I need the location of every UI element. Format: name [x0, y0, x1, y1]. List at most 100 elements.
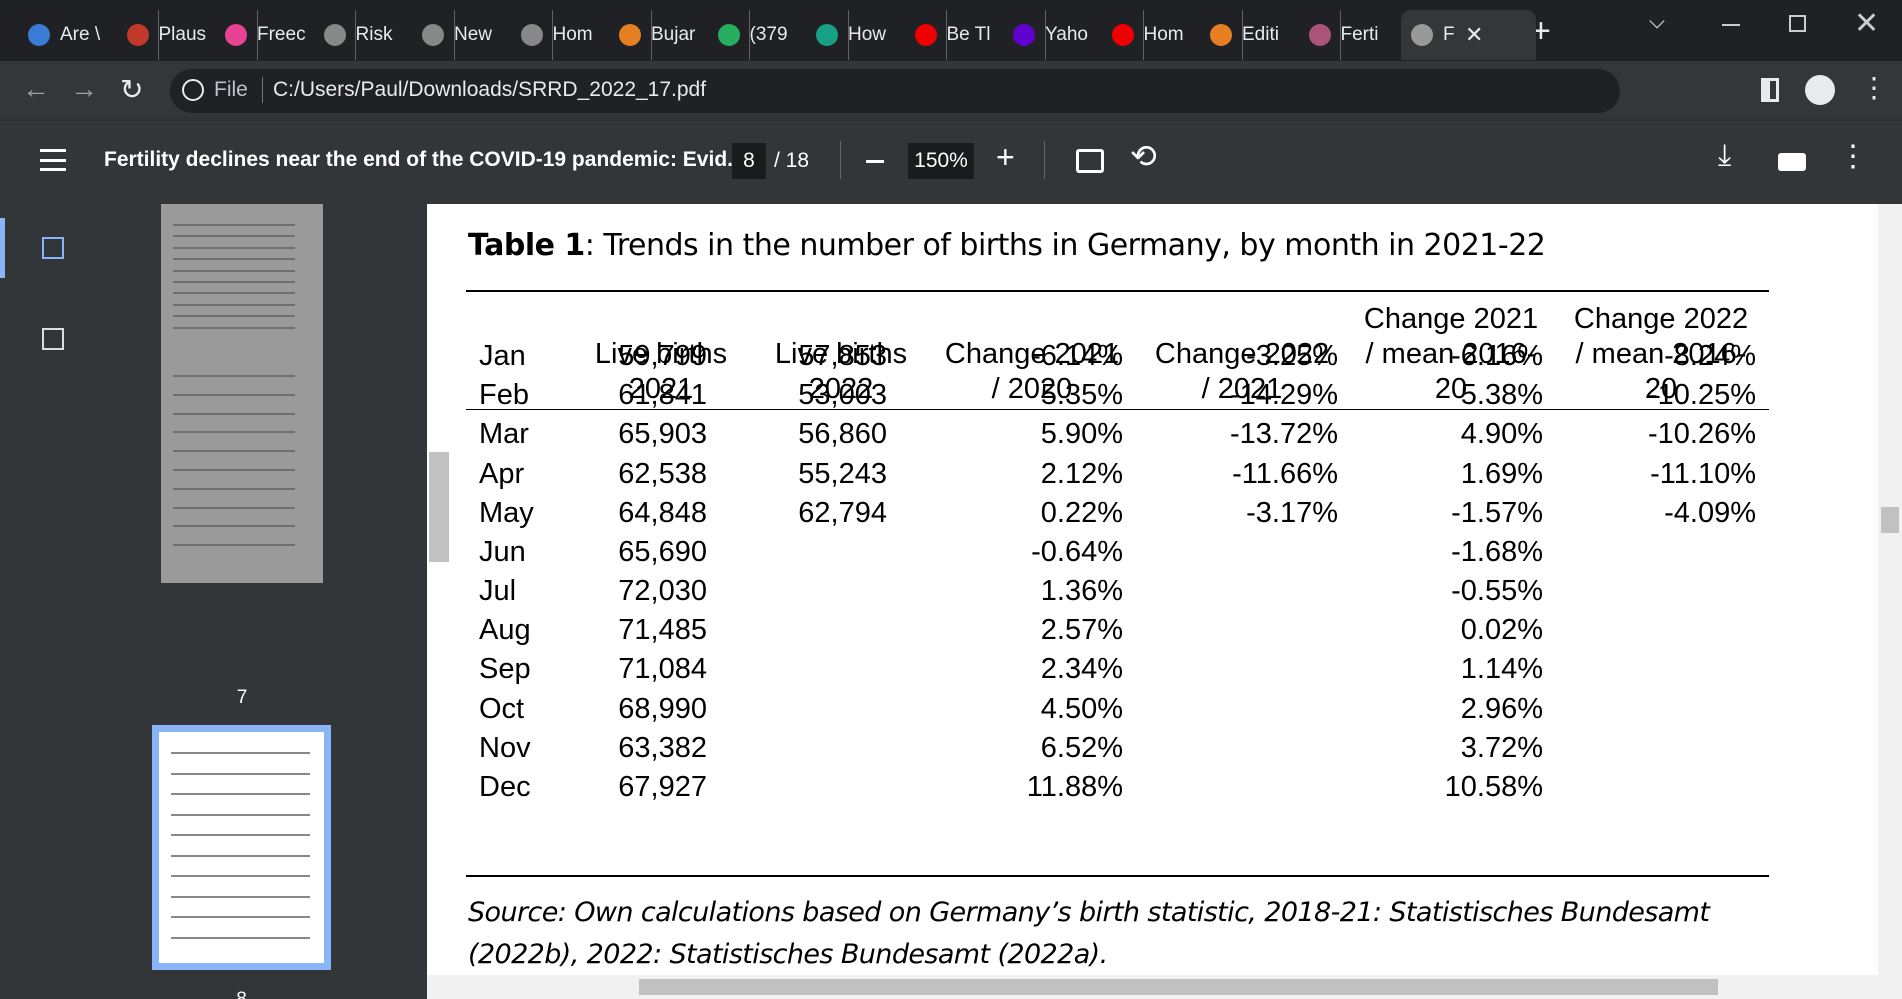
thumb-line: [173, 525, 295, 528]
page-input[interactable]: 8: [732, 143, 766, 179]
tab[interactable]: Hom: [1102, 10, 1243, 60]
page-thumbnail[interactable]: [161, 204, 323, 358]
table-cell: 5.38%: [1460, 379, 1543, 412]
tab[interactable]: Freec: [215, 10, 356, 60]
table-cell: -8.24%: [1664, 340, 1756, 372]
menu[interactable]: ⋮: [1860, 72, 1888, 103]
close[interactable]: ✕: [1854, 7, 1880, 40]
omnibox[interactable]: File C:/Users/Paul/Downloads/SRRD_2022_1…: [170, 69, 1620, 113]
divider: [840, 141, 841, 179]
minimize[interactable]: [1722, 24, 1740, 26]
tab[interactable]: How: [806, 10, 947, 60]
tab-icon: [323, 24, 346, 46]
tab[interactable]: Be Tl: [905, 10, 1046, 60]
tab[interactable]: (379: [708, 10, 849, 60]
month-label: Mar: [479, 418, 529, 451]
back[interactable]: ←: [22, 73, 50, 104]
table-cell: -3.17%: [1246, 496, 1338, 529]
tab-icon: [1013, 24, 1035, 46]
table-cell: 4.90%: [1460, 418, 1543, 451]
zoom-input[interactable]: 150%: [908, 143, 974, 179]
table-cell: 55,243: [798, 457, 887, 490]
outline-button[interactable]: [42, 328, 64, 350]
thumbnail-label: 8: [222, 989, 262, 999]
table-cell: -1.57%: [1451, 496, 1543, 529]
tab[interactable]: Are \: [18, 10, 159, 60]
page-thumbnail[interactable]: [152, 725, 331, 970]
tab-search[interactable]: [1649, 13, 1665, 29]
month-label: Apr: [479, 457, 525, 490]
download[interactable]: ⤓: [1718, 139, 1732, 172]
tab[interactable]: Yaho: [1003, 10, 1144, 60]
column-header: Change 2022 / 2021: [1154, 338, 1330, 405]
zoom-in[interactable]: +: [996, 139, 1015, 175]
tab-title: Hom: [552, 24, 593, 45]
rotate[interactable]: ⟲: [1130, 138, 1157, 174]
tab[interactable]: Plaus: [117, 10, 258, 60]
table-cell: 71,485: [618, 614, 707, 647]
page-scroll: [429, 452, 449, 562]
tab-icon: [1210, 24, 1232, 46]
tab-bar: + ✕ Are \ Plaus Freec Risk New Hom Bujar (379 Ho…: [0, 0, 1902, 61]
table-cell: 65,903: [618, 418, 707, 451]
tab-title: F: [1443, 24, 1455, 45]
scrollbar[interactable]: [1878, 204, 1902, 975]
thumb-line: [171, 813, 310, 816]
selected-indicator: [0, 218, 5, 278]
side-panel[interactable]: [1761, 78, 1779, 102]
page-thumbnail[interactable]: [161, 355, 323, 583]
thumb-line: [173, 258, 295, 261]
thumb-line: [173, 315, 295, 318]
tab-icon: [28, 24, 50, 46]
table-cell: 1.14%: [1460, 653, 1543, 686]
thumb-line: [173, 292, 295, 295]
divider: [1044, 141, 1045, 179]
table-cell: 57,853: [798, 340, 887, 372]
scroll-thumb[interactable]: [1881, 507, 1899, 533]
table-cell: 72,030: [618, 575, 707, 608]
thumbnail-label: 7: [236, 687, 248, 708]
reload[interactable]: ↻: [120, 74, 144, 105]
thumb-line: [173, 281, 295, 283]
header-wrap: Change 2022 / 2021: [1147, 292, 1337, 407]
thumb-line: [171, 916, 310, 918]
table-cell: -4.09%: [1664, 496, 1756, 529]
zoom-out[interactable]: [866, 160, 884, 163]
table-cell: 62,538: [618, 457, 707, 490]
tab[interactable]: Risk: [314, 10, 455, 60]
forward[interactable]: →: [70, 73, 98, 104]
more[interactable]: ⋮: [1838, 140, 1868, 173]
month-label: Oct: [479, 692, 525, 725]
tab-icon: [914, 24, 937, 46]
fit-page[interactable]: [1076, 149, 1104, 173]
tab[interactable]: Hom: [511, 10, 652, 60]
thumb-line: [171, 854, 310, 857]
thumb-line: [173, 269, 295, 272]
tab[interactable]: Bujar: [609, 10, 750, 60]
table-cell: 6.52%: [1040, 731, 1123, 764]
thumbnails-button[interactable]: [42, 237, 64, 259]
h-scrollbar[interactable]: [427, 975, 1902, 999]
header-wrap: Live births 2021: [566, 292, 756, 407]
table-cell: -11.66%: [1232, 457, 1338, 490]
table-cell: 2.96%: [1460, 692, 1543, 725]
thumb-line: [173, 326, 295, 329]
column-header: Change 2021 / mean 2016-20: [1363, 303, 1539, 405]
maximize[interactable]: [1789, 15, 1806, 32]
tab[interactable]: Editi: [1200, 10, 1341, 60]
month-label: Dec: [479, 770, 531, 803]
sidebar-toggle[interactable]: [40, 149, 66, 171]
address: C:/Users/Paul/Downloads/SRRD_2022_17.pdf: [273, 78, 707, 101]
header-wrap: Live births 2022: [746, 292, 936, 407]
table-cell: 3.72%: [1460, 731, 1543, 764]
profile[interactable]: [1805, 75, 1835, 105]
tab-icon: [1111, 24, 1134, 46]
tab-close[interactable]: ✕: [1465, 22, 1484, 47]
tab[interactable]: New: [412, 10, 553, 60]
thumb-line: [171, 895, 310, 898]
tab[interactable]: F ✕: [1401, 10, 1536, 60]
month-label: Jun: [479, 535, 526, 568]
h-scroll-thumb[interactable]: [639, 979, 1718, 995]
print[interactable]: [1778, 153, 1806, 171]
